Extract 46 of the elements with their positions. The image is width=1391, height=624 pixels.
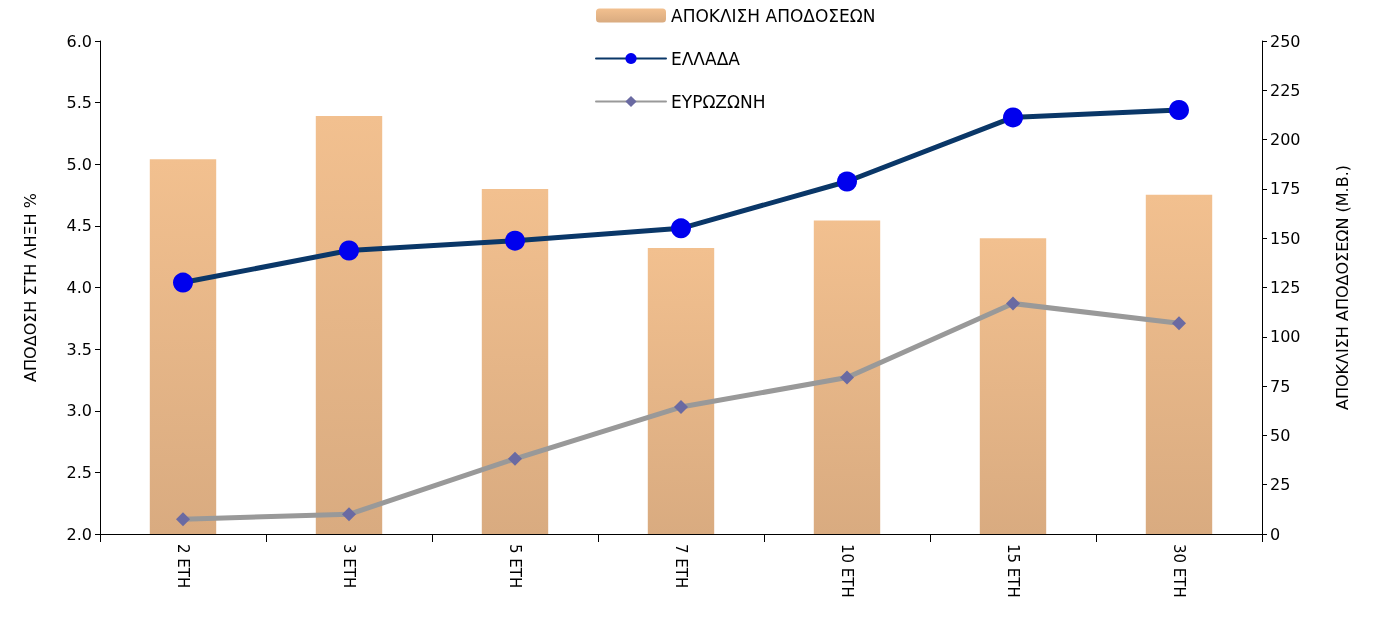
- y2-tick-label: 100: [1270, 327, 1301, 347]
- x-tick-label: 5 ΕΤΗ: [506, 544, 524, 589]
- y-axis-title: ΑΠΟΔΟΣΗ ΣΤΗ ΛΗΞΗ %: [20, 193, 40, 382]
- y2-tick-label: 225: [1270, 80, 1301, 100]
- legend-label: ΑΠΟΚΛΙΣΗ ΑΠΟΔΟΣΕΩΝ: [671, 5, 876, 26]
- y2-tick-label: 150: [1270, 228, 1301, 248]
- y2-tick-label: 125: [1270, 278, 1301, 297]
- y2-tick-label: 200: [1270, 130, 1301, 150]
- bar: [149, 159, 217, 534]
- y2-axis-title: ΑΠΟΚΛΙΣΗ ΑΠΟΔΟΣΕΩΝ (Μ.Β.): [1332, 165, 1352, 410]
- x-tick-label: 30 ΕΤΗ: [1170, 544, 1188, 598]
- bar: [979, 238, 1047, 534]
- x-tick-label: 7 ΕΤΗ: [672, 544, 690, 589]
- y-tick-label: 2.5: [66, 462, 92, 482]
- y2-tick-label: 250: [1270, 31, 1301, 51]
- x-tick-label: 2 ΕΤΗ: [174, 544, 192, 589]
- y-tick-label: 5.0: [66, 154, 92, 174]
- point: [342, 507, 356, 522]
- point: [1172, 316, 1186, 331]
- y2-tick-label: 0: [1270, 524, 1281, 544]
- y-tick-label: 3.0: [66, 401, 92, 421]
- y-tick-label: 3.5: [66, 339, 92, 359]
- point: [176, 512, 190, 527]
- bar: [813, 220, 881, 534]
- point: [674, 400, 688, 415]
- legend-label: ΕΛΛΑΔΑ: [671, 48, 741, 69]
- legend-label: ΕΥΡΩΖΩΝΗ: [671, 91, 766, 112]
- y-tick-label: 4.5: [66, 216, 92, 236]
- x-tick-label: 10 ΕΤΗ: [838, 544, 856, 598]
- bar: [647, 248, 715, 534]
- y2-tick-label: 175: [1270, 179, 1301, 199]
- y-tick-label: 4.0: [66, 278, 92, 297]
- point: [508, 451, 522, 466]
- point: [840, 370, 854, 385]
- y-tick-label: 5.5: [66, 93, 92, 113]
- bar: [315, 115, 383, 534]
- y2-tick-label: 50: [1270, 425, 1291, 445]
- point: [1006, 296, 1020, 311]
- y-tick-label: 2.0: [66, 524, 92, 544]
- bar: [481, 188, 549, 534]
- x-tick-label: 3 ΕΤΗ: [340, 544, 358, 589]
- x-tick-label: 15 ΕΤΗ: [1004, 544, 1022, 598]
- y-tick-label: 6.0: [66, 31, 92, 51]
- bar: [1145, 194, 1213, 534]
- y2-tick-label: 25: [1270, 475, 1291, 495]
- y2-tick-label: 75: [1270, 376, 1291, 396]
